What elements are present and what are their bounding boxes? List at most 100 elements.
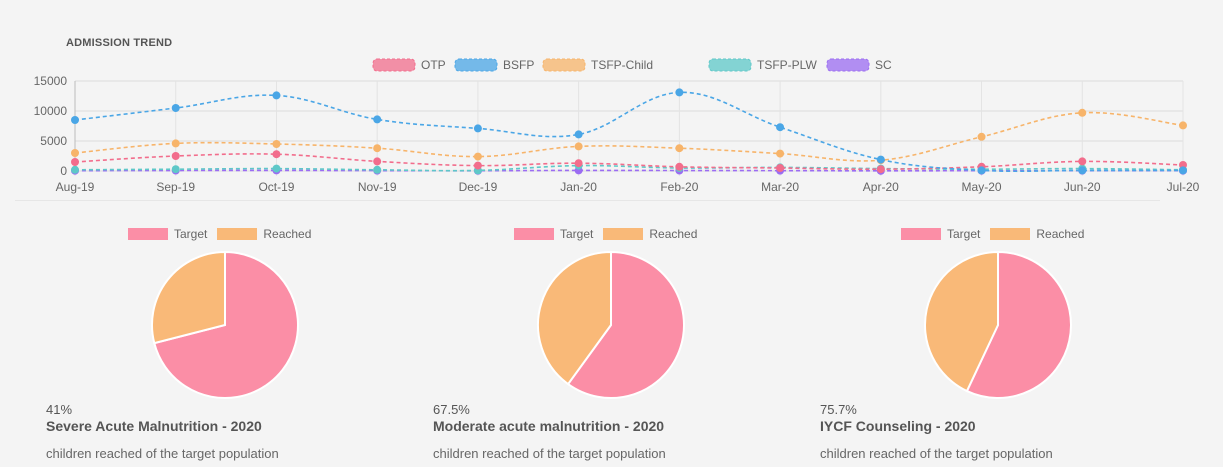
y-tick-label: 5000 bbox=[40, 134, 67, 148]
stat-label: IYCF Counseling - 2020 bbox=[820, 418, 976, 434]
pie-legend-1: Target Reached bbox=[128, 227, 321, 241]
data-point-tsfp-plw bbox=[272, 164, 281, 173]
data-point-bsfp bbox=[876, 155, 885, 164]
x-tick-label: Apr-20 bbox=[863, 180, 899, 194]
x-tick-label: Feb-20 bbox=[660, 180, 698, 194]
legend-label: TSFP-PLW bbox=[757, 58, 817, 72]
series-line-tsfp-child bbox=[74, 111, 1184, 162]
stat-sam: 41% Severe Acute Malnutrition - 2020 chi… bbox=[46, 402, 279, 461]
legend-swatch bbox=[708, 58, 752, 72]
data-point-bsfp bbox=[776, 123, 785, 132]
stat-iycf: 75.7% IYCF Counseling - 2020 children re… bbox=[820, 402, 1053, 461]
pie-legend-target[interactable]: Target bbox=[901, 227, 980, 241]
stat-mam: 67.5% Moderate acute malnutrition - 2020… bbox=[433, 402, 666, 461]
legend-label: BSFP bbox=[503, 58, 534, 72]
data-point-otp bbox=[473, 161, 482, 170]
x-tick-label: Jan-20 bbox=[560, 180, 597, 194]
data-point-otp bbox=[272, 150, 281, 159]
legend-swatch bbox=[372, 58, 416, 72]
x-tick-label: Oct-19 bbox=[258, 180, 294, 194]
data-point-tsfp-child bbox=[1179, 121, 1187, 130]
pie-legend-target[interactable]: Target bbox=[128, 227, 207, 241]
legend-label: OTP bbox=[421, 58, 446, 72]
data-point-bsfp bbox=[373, 115, 382, 124]
pie-slice-reached[interactable] bbox=[151, 250, 226, 345]
stat-percent: 75.7% bbox=[820, 402, 857, 417]
legend-item-tsfp-plw[interactable]: TSFP-PLW bbox=[708, 58, 817, 72]
stat-label: Moderate acute malnutrition - 2020 bbox=[433, 418, 665, 434]
pie-slice-target[interactable] bbox=[153, 250, 299, 399]
x-tick-label: Mar-20 bbox=[761, 180, 799, 194]
y-tick-label: 0 bbox=[60, 164, 67, 178]
data-point-bsfp bbox=[977, 166, 986, 175]
target-label: Target bbox=[560, 227, 594, 241]
data-point-tsfp-child bbox=[574, 142, 583, 151]
data-point-otp bbox=[1078, 157, 1087, 166]
data-point-bsfp bbox=[1179, 166, 1187, 175]
x-tick-label: Sep-19 bbox=[156, 180, 195, 194]
pie-slice-reached[interactable] bbox=[537, 250, 612, 386]
data-point-otp bbox=[574, 159, 583, 168]
data-point-tsfp-child bbox=[1078, 108, 1087, 117]
data-point-otp bbox=[171, 152, 180, 160]
legend-item-bsfp[interactable]: BSFP bbox=[454, 58, 534, 72]
reached-swatch bbox=[990, 228, 1031, 240]
data-point-bsfp bbox=[574, 130, 583, 139]
y-tick-label: 15000 bbox=[34, 74, 68, 88]
stat-description: children reached of the target populatio… bbox=[820, 446, 1053, 461]
series-line-tsfp-plw bbox=[74, 164, 1184, 172]
stat-description: children reached of the target populatio… bbox=[433, 446, 666, 461]
data-point-tsfp-child bbox=[473, 152, 482, 161]
legend-item-sc[interactable]: SC bbox=[826, 58, 892, 72]
pie-legend-3: Target Reached bbox=[901, 227, 1094, 241]
legend-swatch bbox=[826, 58, 870, 72]
data-point-tsfp-child bbox=[373, 144, 382, 153]
data-point-bsfp bbox=[272, 91, 281, 100]
data-point-bsfp bbox=[675, 88, 684, 97]
data-point-tsfp-child bbox=[272, 140, 281, 148]
y-tick-label: 10000 bbox=[34, 104, 68, 118]
pie-chart-sam bbox=[151, 250, 299, 399]
pie-legend-reached[interactable]: Reached bbox=[990, 227, 1084, 241]
section-divider bbox=[15, 200, 1160, 201]
data-point-tsfp-child bbox=[71, 149, 79, 157]
x-tick-label: May-20 bbox=[962, 180, 1002, 194]
x-tick-label: Aug-19 bbox=[56, 180, 95, 194]
legend-label: SC bbox=[875, 58, 892, 72]
stat-label: Severe Acute Malnutrition - 2020 bbox=[46, 418, 262, 434]
pie-legend-target[interactable]: Target bbox=[514, 227, 593, 241]
stat-percent: 41% bbox=[46, 402, 73, 417]
stat-percent: 67.5% bbox=[433, 402, 470, 417]
legend-swatch bbox=[542, 58, 586, 72]
series-line-bsfp bbox=[74, 91, 1183, 173]
pie-slice-target[interactable] bbox=[965, 250, 1072, 399]
legend-item-tsfp-child[interactable]: TSFP-Child bbox=[542, 58, 653, 72]
reached-swatch bbox=[217, 228, 258, 240]
data-point-otp bbox=[675, 162, 684, 171]
pie-legend-2: Target Reached bbox=[514, 227, 707, 241]
pie-legend-reached[interactable]: Reached bbox=[217, 227, 311, 241]
pie-slice-target[interactable] bbox=[566, 250, 685, 399]
data-point-tsfp-child bbox=[776, 149, 785, 158]
data-point-otp bbox=[776, 164, 785, 172]
data-point-tsfp-child bbox=[675, 144, 684, 153]
reached-label: Reached bbox=[649, 227, 698, 241]
reached-swatch bbox=[603, 228, 644, 240]
x-tick-label: Jun-20 bbox=[1064, 180, 1101, 194]
data-point-tsfp-plw bbox=[71, 165, 79, 174]
pie-legend-reached[interactable]: Reached bbox=[603, 227, 697, 241]
data-point-bsfp bbox=[171, 104, 180, 112]
data-point-otp bbox=[373, 157, 382, 166]
series-line-otp bbox=[74, 153, 1184, 171]
legend-swatch bbox=[454, 58, 498, 72]
data-point-tsfp-child bbox=[977, 132, 986, 141]
target-swatch bbox=[128, 228, 168, 240]
data-point-bsfp bbox=[71, 116, 79, 124]
data-point-bsfp bbox=[473, 124, 482, 133]
pie-slice-reached[interactable] bbox=[924, 250, 999, 393]
target-label: Target bbox=[174, 227, 208, 241]
x-tick-label: Jul-20 bbox=[1167, 180, 1200, 194]
legend-item-otp[interactable]: OTP bbox=[372, 58, 446, 72]
pie-chart-iycf bbox=[924, 250, 1072, 399]
target-swatch bbox=[901, 228, 941, 240]
